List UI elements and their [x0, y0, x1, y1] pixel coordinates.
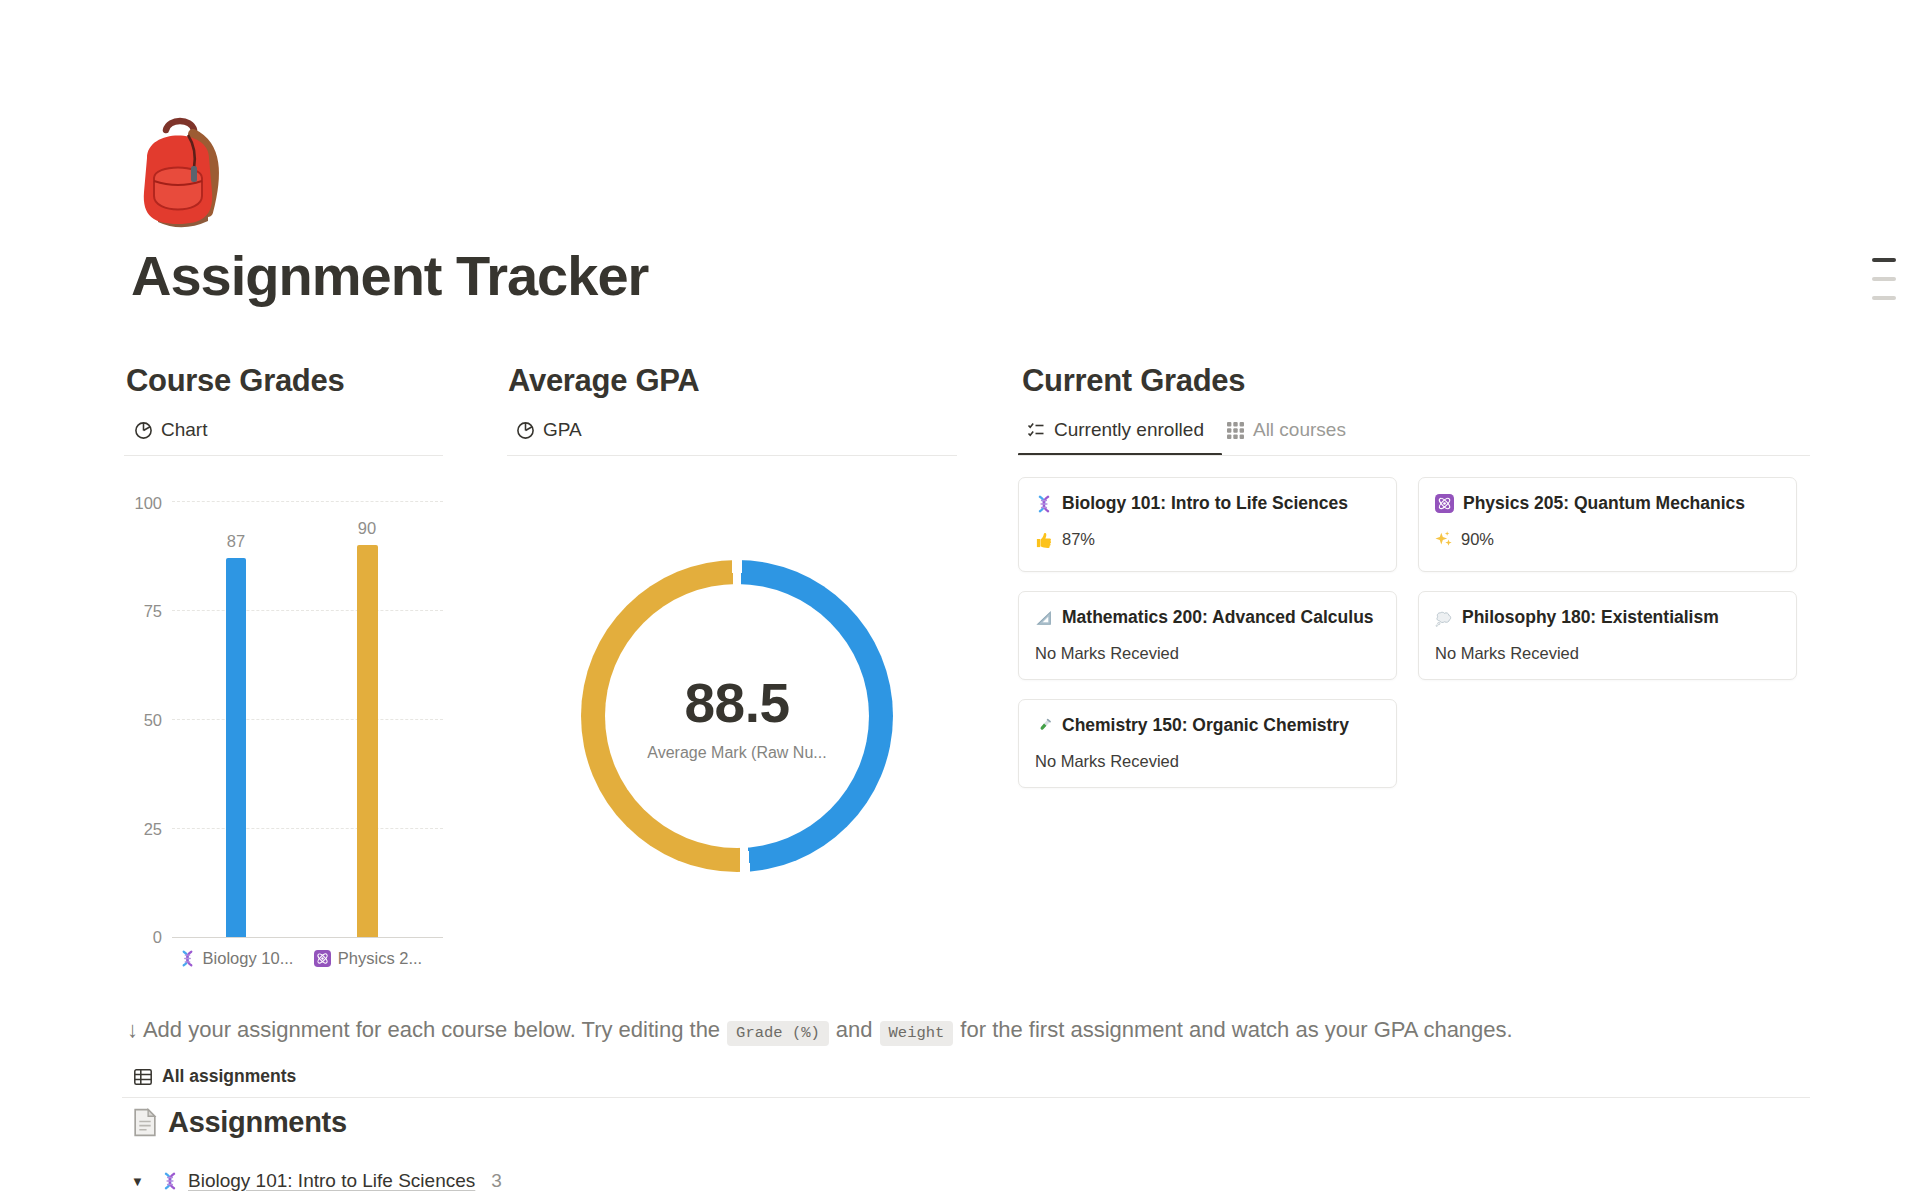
tab-gpa[interactable]: GPA: [516, 419, 582, 441]
course-card-physics[interactable]: Physics 205: Quantum Mechanics 90%: [1418, 477, 1797, 572]
tab-all-courses[interactable]: All courses: [1226, 419, 1346, 441]
bar-biology: [226, 558, 246, 937]
tab-all-assignments[interactable]: All assignments: [133, 1066, 296, 1087]
section-course-grades: Course Grades Chart 100 75 50 25 0 87: [124, 362, 443, 1012]
course-card-chemistry[interactable]: Chemistry 150: Organic Chemistry No Mark…: [1018, 699, 1397, 788]
page-document-icon: [133, 1108, 157, 1137]
note-text: ↓ Add your assignment for each course be…: [127, 1015, 1513, 1048]
tab-chart[interactable]: Chart: [134, 419, 207, 441]
course-group-link[interactable]: Biology 101: Intro to Life Sciences: [188, 1170, 475, 1192]
current-grades-heading: Current Grades: [1022, 363, 1810, 399]
thumbs-up-emoji: [1035, 530, 1054, 549]
atom-emoji: [1435, 494, 1454, 513]
y-tick-50: 50: [124, 711, 162, 729]
gpa-value: 88.5: [684, 671, 789, 735]
y-tick-100: 100: [124, 494, 162, 512]
x-axis-line: [172, 937, 443, 938]
assignments-heading: Assignments: [133, 1106, 347, 1139]
checklist-icon: [1026, 420, 1046, 440]
test-tube-emoji: [1035, 717, 1053, 735]
outline-bar-3[interactable]: [1872, 296, 1896, 300]
toggle-caret-icon[interactable]: ▼: [131, 1174, 149, 1189]
y-tick-25: 25: [124, 820, 162, 838]
code-pill-weight: Weight: [880, 1021, 954, 1046]
page-title[interactable]: Assignment Tracker: [131, 247, 648, 305]
table-icon: [133, 1067, 153, 1087]
section-current-grades: Current Grades Currently enrolled: [1018, 362, 1810, 1012]
gpa-donut-hole: 88.5 Average Mark (Raw Nu...: [605, 584, 869, 848]
x-label-physics: Physics 2...: [278, 946, 458, 970]
page-icon-backpack-emoji[interactable]: [130, 114, 230, 232]
course-card-biology[interactable]: Biology 101: Intro to Life Sciences 87%: [1018, 477, 1397, 572]
y-tick-0: 0: [124, 928, 162, 946]
section-average-gpa: Average GPA GPA 88.5 Average Mark (Raw N…: [507, 362, 957, 1012]
grid-icon: [1226, 421, 1245, 440]
course-group-count: 3: [491, 1170, 502, 1192]
divider: [507, 455, 957, 456]
divider: [122, 1097, 1810, 1098]
dna-emoji: [1035, 495, 1053, 513]
gpa-donut-ring: 88.5 Average Mark (Raw Nu...: [581, 560, 893, 872]
pie-chart-icon: [516, 421, 535, 440]
code-pill-grade: Grade (%): [727, 1021, 829, 1046]
gpa-value-label: Average Mark (Raw Nu...: [647, 744, 826, 762]
y-tick-75: 75: [124, 602, 162, 620]
outline-bar-1[interactable]: [1872, 258, 1896, 262]
outline-bar-2[interactable]: [1872, 277, 1896, 281]
page: Assignment Tracker Course Grades Chart 1…: [0, 0, 1920, 1199]
course-card-philosophy[interactable]: Philosophy 180: Existentialism No Marks …: [1418, 591, 1797, 680]
divider: [1018, 455, 1810, 456]
course-group-row: ▼ Biology 101: Intro to Life Sciences 3: [131, 1170, 502, 1192]
sparkles-emoji: [1435, 530, 1453, 548]
bar-physics: [357, 545, 378, 937]
tab-currently-enrolled[interactable]: Currently enrolled: [1026, 419, 1204, 441]
thought-balloon-emoji: [1435, 609, 1453, 627]
bar-value-physics: 90: [337, 519, 397, 538]
triangle-ruler-emoji: [1035, 609, 1053, 627]
course-grades-heading: Course Grades: [126, 363, 443, 399]
course-card-mathematics[interactable]: Mathematics 200: Advanced Calculus No Ma…: [1018, 591, 1397, 680]
pie-chart-icon: [134, 421, 153, 440]
atom-emoji: [314, 950, 331, 967]
bar-chart-plot: 87 90: [172, 501, 443, 937]
bar-value-biology: 87: [206, 532, 266, 551]
dna-emoji: [179, 950, 196, 967]
dna-emoji: [161, 1172, 179, 1190]
divider: [124, 455, 443, 456]
average-gpa-heading: Average GPA: [508, 363, 957, 399]
